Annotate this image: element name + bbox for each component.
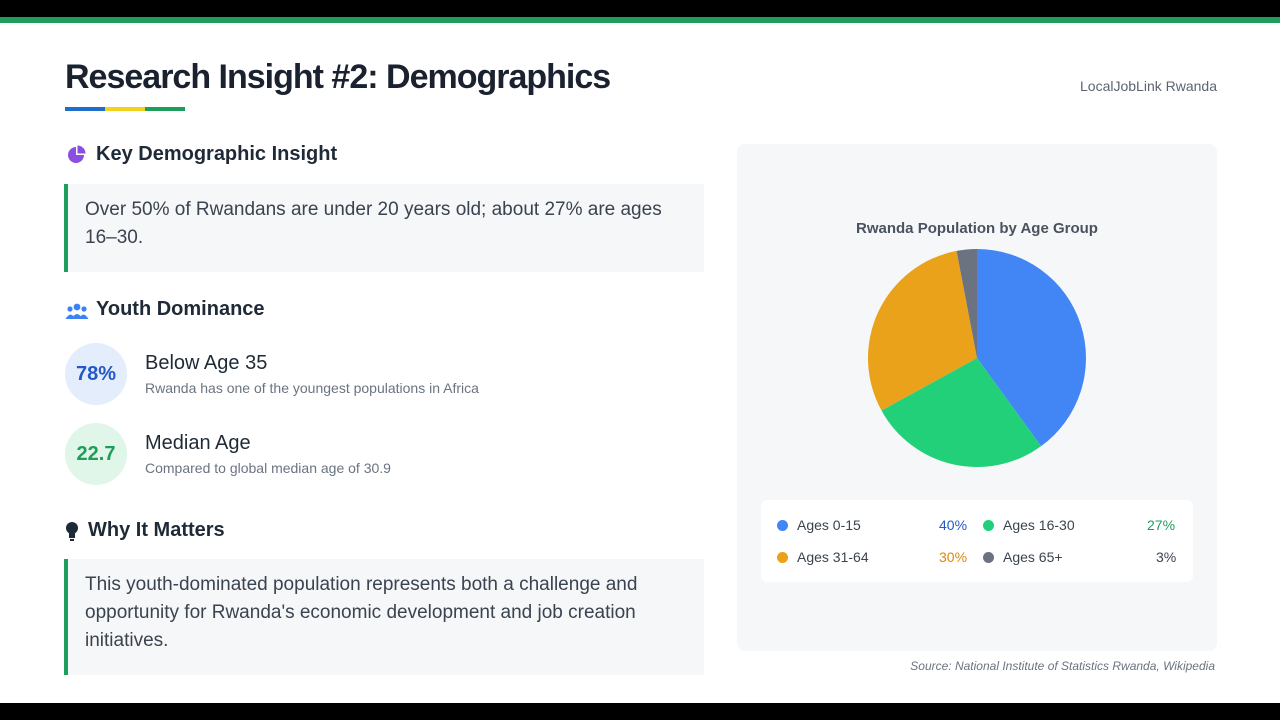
lightbulb-icon — [65, 520, 79, 542]
video-top-bar — [0, 0, 1280, 17]
underline-green — [145, 107, 185, 111]
pie-chart-icon — [65, 144, 87, 166]
title-underline — [65, 107, 185, 111]
why-heading: Why It Matters — [65, 519, 225, 542]
legend-value: 27% — [1147, 517, 1176, 533]
legend-value: 3% — [1156, 549, 1177, 565]
legend-item: Ages 31-64 — [777, 549, 869, 565]
legend-label: Ages 31-64 — [797, 549, 869, 565]
stat-title: Below Age 35 — [145, 352, 268, 374]
legend-dot — [777, 519, 788, 531]
legend-item: Ages 0-15 — [777, 517, 861, 533]
stat-subtitle: Rwanda has one of the youngest populatio… — [145, 380, 479, 396]
legend-item: Ages 16-30 — [983, 517, 1075, 533]
stat-circle: 78% — [65, 343, 127, 405]
legend-dot — [983, 551, 994, 563]
accent-bar — [0, 17, 1280, 23]
source-note: Source: National Institute of Statistics… — [910, 659, 1215, 673]
stat-title: Median Age — [145, 432, 251, 454]
key-insight-heading: Key Demographic Insight — [65, 143, 337, 166]
key-insight-quote: Over 50% of Rwandans are under 20 years … — [64, 184, 704, 272]
pie-slice — [977, 249, 1086, 447]
users-icon — [65, 299, 89, 321]
legend-label: Ages 65+ — [1003, 549, 1063, 565]
stat-subtitle: Compared to global median age of 30.9 — [145, 460, 391, 476]
underline-blue — [65, 107, 105, 111]
legend-label: Ages 16-30 — [1003, 517, 1075, 533]
chart-title: Rwanda Population by Age Group — [856, 220, 1098, 237]
chart-panel: Rwanda Population by Age Group Ages 0-15… — [737, 144, 1217, 651]
why-title: Why It Matters — [88, 519, 225, 541]
brand-name: LocalJobLink Rwanda — [1080, 78, 1217, 94]
pie-slice — [956, 249, 977, 358]
legend-dot — [983, 519, 994, 531]
underline-yellow — [105, 107, 145, 111]
legend-dot — [777, 551, 788, 563]
legend-value: 30% — [939, 549, 968, 565]
stat-circle: 22.7 — [65, 423, 127, 485]
youth-heading: Youth Dominance — [65, 298, 265, 321]
pie-chart — [868, 249, 1086, 467]
pie-slice — [868, 250, 977, 411]
stat-below-35: 78% Below Age 35 Rwanda has one of the y… — [65, 343, 479, 405]
key-insight-title: Key Demographic Insight — [96, 143, 338, 165]
stat-median-age: 22.7 Median Age Compared to global media… — [65, 423, 391, 485]
slide: Research Insight #2: Demographics LocalJ… — [0, 23, 1280, 703]
why-quote: This youth-dominated population represen… — [64, 559, 704, 675]
video-bottom-bar — [0, 703, 1280, 720]
pie-slice — [881, 358, 1042, 467]
chart-legend: Ages 0-15 40% Ages 16-30 27% Ages 31-64 … — [761, 500, 1193, 582]
legend-label: Ages 0-15 — [797, 517, 861, 533]
page-title: Research Insight #2: Demographics — [65, 58, 611, 96]
youth-title: Youth Dominance — [96, 298, 265, 320]
legend-value: 40% — [939, 517, 968, 533]
legend-item: Ages 65+ — [983, 549, 1063, 565]
